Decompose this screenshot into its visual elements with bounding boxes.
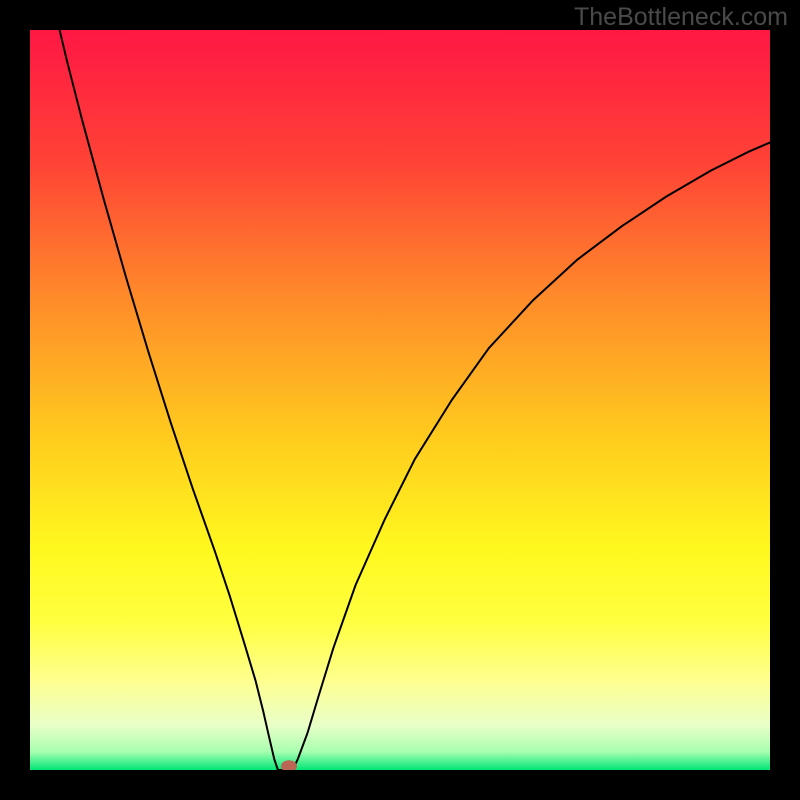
watermark-text: TheBottleneck.com <box>574 3 788 32</box>
plot-area <box>30 30 770 770</box>
chart-container: TheBottleneck.com <box>0 0 800 800</box>
plot-svg <box>30 30 770 770</box>
gradient-background <box>30 30 770 770</box>
